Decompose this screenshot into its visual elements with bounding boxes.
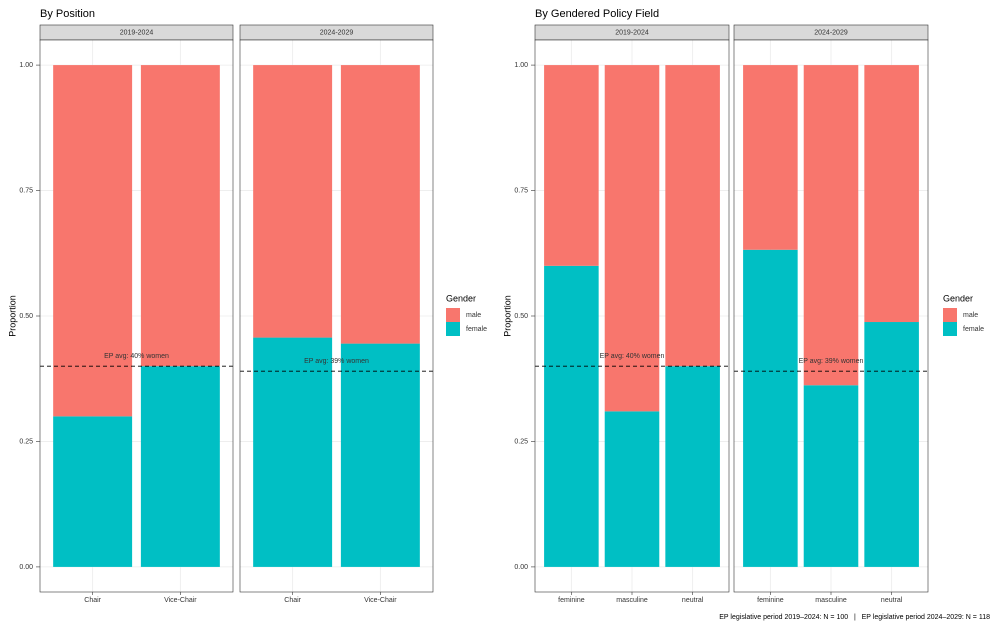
y-tick-label: 0.75 xyxy=(514,187,528,194)
panel-border xyxy=(239,39,434,593)
y-tick-label: 1.00 xyxy=(19,62,33,69)
chart-title: By Gendered Policy Field xyxy=(535,8,659,20)
x-tick-label: feminine xyxy=(558,597,585,604)
x-tick-label: neutral xyxy=(881,597,903,604)
bar-segment xyxy=(665,366,720,567)
reference-label: EP avg: 39% women xyxy=(799,358,864,365)
y-tick-label: 0.75 xyxy=(19,187,33,194)
x-tick-label: Chair xyxy=(84,597,101,604)
legend-key xyxy=(446,308,460,322)
strip-label: 2024-2029 xyxy=(814,29,848,36)
bar-segment xyxy=(140,65,220,367)
y-tick-label: 0.00 xyxy=(19,564,33,571)
legend-label: female xyxy=(466,326,487,333)
x-tick-label: neutral xyxy=(682,597,704,604)
y-tick-label: 1.00 xyxy=(514,62,528,69)
strip-label: 2019-2024 xyxy=(615,29,649,36)
panel-border xyxy=(733,39,929,593)
y-axis-title: Proportion xyxy=(502,295,512,337)
y-tick-label: 0.00 xyxy=(514,564,528,571)
y-tick-label: 0.50 xyxy=(514,313,528,320)
legend-key xyxy=(943,322,957,336)
x-tick-label: Chair xyxy=(284,597,301,604)
y-tick-label: 0.50 xyxy=(19,313,33,320)
caption: EP legislative period 2019–2024: N = 100… xyxy=(719,614,990,621)
bar-segment xyxy=(604,65,660,412)
bar-segment xyxy=(544,65,599,266)
legend-key xyxy=(943,308,957,322)
bar-segment xyxy=(544,265,599,567)
x-tick-label: feminine xyxy=(757,597,784,604)
panel-border xyxy=(39,39,234,593)
legend-title: Gender xyxy=(943,293,973,303)
bar-segment xyxy=(803,65,859,386)
bar-segment xyxy=(140,366,220,567)
y-tick-label: 0.25 xyxy=(19,438,33,445)
bar-segment xyxy=(864,65,919,323)
panel-border xyxy=(534,39,730,593)
legend-label: male xyxy=(963,312,978,319)
bar-segment xyxy=(53,65,133,417)
chart-title: By Position xyxy=(40,8,95,20)
bar-segment xyxy=(665,65,720,367)
legend-label: male xyxy=(466,312,481,319)
bar-segment xyxy=(53,416,133,567)
bar-segment xyxy=(604,411,660,567)
bar-segment xyxy=(803,385,859,567)
bar-segment xyxy=(743,65,798,250)
bar-segment xyxy=(864,322,919,567)
y-tick-label: 0.25 xyxy=(514,438,528,445)
legend-label: female xyxy=(963,326,984,333)
x-tick-label: Vice-Chair xyxy=(364,597,397,604)
x-tick-label: Vice-Chair xyxy=(164,597,197,604)
strip-label: 2024-2029 xyxy=(320,29,354,36)
x-tick-label: masculine xyxy=(815,597,847,604)
x-tick-label: masculine xyxy=(616,597,648,604)
bar-segment xyxy=(253,65,333,338)
bar-segment xyxy=(743,249,798,567)
reference-label: EP avg: 40% women xyxy=(104,353,169,360)
y-axis-title: Proportion xyxy=(7,295,17,337)
reference-label: EP avg: 39% women xyxy=(304,358,369,365)
legend-key xyxy=(446,322,460,336)
legend-title: Gender xyxy=(446,293,476,303)
bar-segment xyxy=(340,343,420,567)
bar-segment xyxy=(340,65,420,344)
strip-label: 2019-2024 xyxy=(120,29,154,36)
bar-segment xyxy=(253,337,333,567)
reference-label: EP avg: 40% women xyxy=(600,353,665,360)
